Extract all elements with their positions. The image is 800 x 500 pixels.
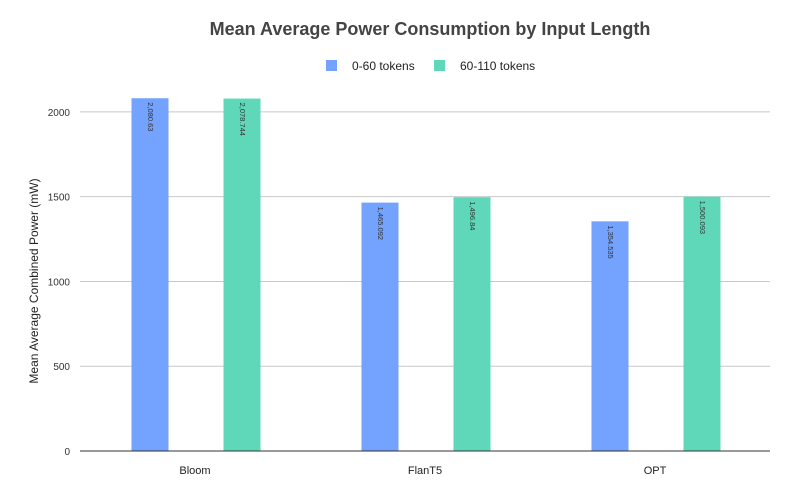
legend-label-series-1: 0-60 tokens [352, 59, 415, 73]
y-tick-label: 1500 [48, 193, 71, 204]
bar-bloom-series-2 [223, 98, 261, 451]
legend-swatch-series-2 [434, 60, 445, 71]
data-labels: 2,080.63 2,078.744 1,465.092 1,496.84 1,354.… [146, 102, 707, 258]
bar-opt-series-1 [591, 221, 629, 451]
legend-label-series-2: 60-110 tokens [460, 59, 535, 73]
x-axis: Bloom FlanT5 OPT [80, 450, 770, 477]
data-label-flant5-series-2: 1,496.84 [468, 201, 477, 230]
data-label-bloom-series-1: 2,080.63 [146, 102, 155, 131]
y-axis: 0 500 1000 1500 2000 [48, 108, 71, 458]
x-tick-label-opt: OPT [644, 465, 667, 477]
bar-flant5-series-2 [453, 197, 491, 451]
legend-swatch-series-1 [326, 60, 337, 71]
y-tick-label: 500 [53, 362, 70, 373]
y-axis-label: Mean Average Combined Power (mW) [27, 178, 41, 383]
data-label-opt-series-2: 1,500.093 [698, 201, 707, 234]
x-tick-label-flant5: FlanT5 [408, 465, 442, 477]
data-label-opt-series-1: 1,354.535 [606, 225, 615, 258]
y-tick-label: 0 [64, 447, 70, 458]
bars [131, 98, 721, 451]
y-tick-label: 1000 [48, 277, 71, 288]
bar-flant5-series-1 [361, 202, 399, 451]
bar-opt-series-2 [683, 196, 721, 451]
legend: 0-60 tokens 60-110 tokens [326, 59, 535, 73]
data-label-flant5-series-1: 1,465.092 [376, 207, 385, 240]
chart-title: Mean Average Power Consumption by Input … [210, 19, 651, 39]
gridlines [80, 111, 770, 367]
x-tick-label-bloom: Bloom [179, 465, 210, 477]
bar-bloom-series-1 [131, 98, 169, 451]
y-tick-label: 2000 [48, 108, 71, 119]
data-label-bloom-series-2: 2,078.744 [238, 103, 247, 136]
